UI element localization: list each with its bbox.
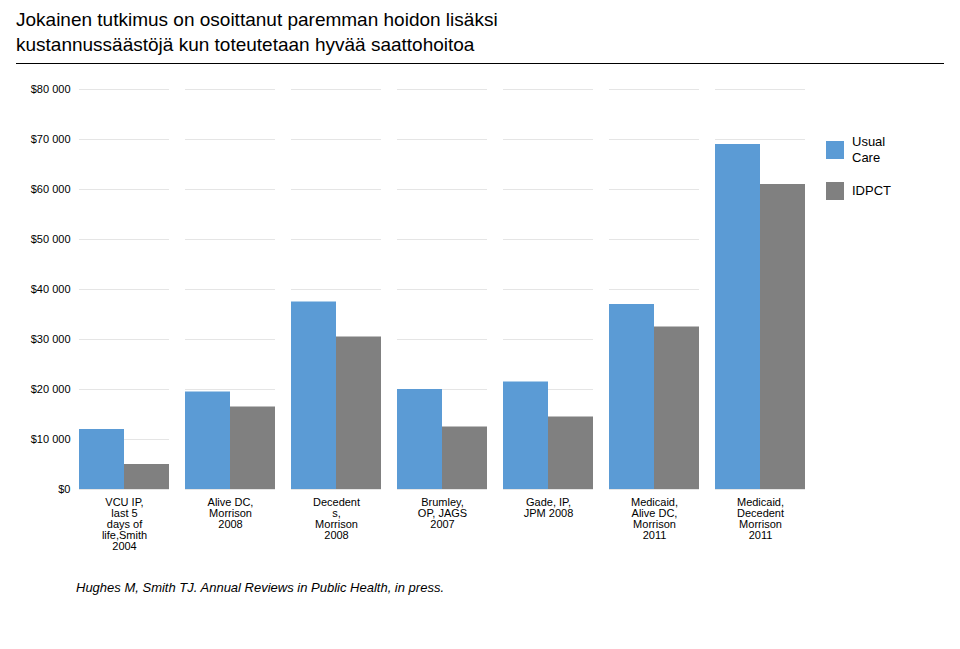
svg-text:$70 000: $70 000 (31, 133, 71, 145)
html-text:Jokainen tutkimus on osoittanu: Jokainen tutkimus on osoittanut paremman… (16, 9, 498, 55)
svg-text:VCU IP,last 5days oflife,Smith: VCU IP,last 5days oflife,Smith2004 (102, 497, 147, 553)
svg-text:Alive DC,Morrison2008: Alive DC,Morrison2008 (208, 497, 254, 531)
svg-text:$50 000: $50 000 (31, 233, 71, 245)
html-text:Hughes M, Smith TJ. Annual Rev: Hughes M, Smith TJ. Annual Reviews in Pu… (76, 580, 444, 596)
html-text:IDPCT: IDPCT (852, 182, 891, 198)
svg-text:Brumley,OP, JAGS2007: Brumley,OP, JAGS2007 (418, 497, 467, 531)
svg-text:$0: $0 (58, 483, 70, 495)
svg-text:$10 000: $10 000 (31, 433, 71, 445)
svg-text:Decedents,Morrison2008: Decedents,Morrison2008 (313, 497, 360, 542)
svg-text:$40 000: $40 000 (31, 283, 71, 295)
svg-text:$30 000: $30 000 (31, 333, 71, 345)
svg-text:Medicaid,DecedentMorrison2011: Medicaid,DecedentMorrison2011 (737, 497, 784, 542)
svg-text:Medicaid,Alive DC,Morrison2011: Medicaid,Alive DC,Morrison2011 (631, 497, 678, 542)
svg-text:$60 000: $60 000 (31, 183, 71, 195)
svg-text:$20 000: $20 000 (31, 383, 71, 395)
svg-text:Gade, IP,JPM 2008: Gade, IP,JPM 2008 (524, 497, 574, 520)
svg-text:$80 000: $80 000 (31, 83, 71, 95)
html-text:Usual Care: Usual Care (852, 134, 886, 165)
